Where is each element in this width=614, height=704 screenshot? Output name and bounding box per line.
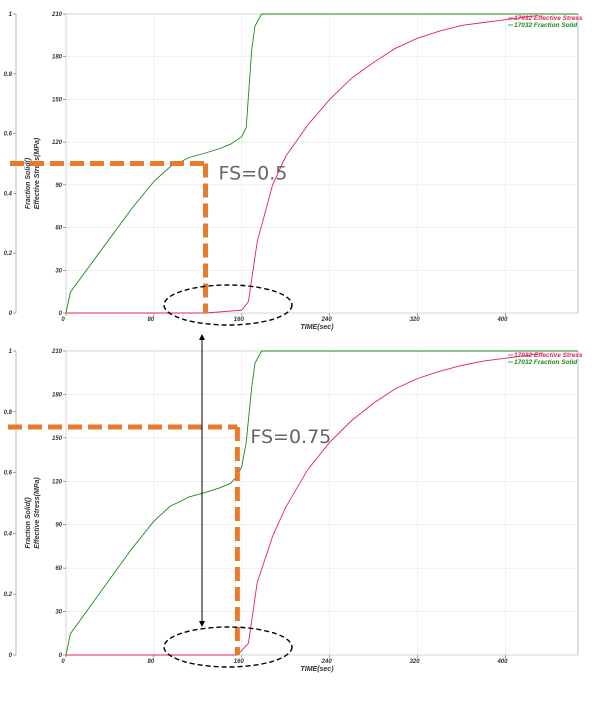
fs-tick-label: 0.8 bbox=[4, 410, 13, 416]
highlight-ellipse bbox=[163, 626, 293, 668]
legend-label: 17032 Effective Stress bbox=[514, 15, 583, 22]
x-tick-label: 0 bbox=[61, 317, 65, 323]
stress-tick-label: 0 bbox=[59, 653, 63, 659]
x-tick-label: 160 bbox=[234, 659, 245, 665]
chart-bottom: 0 80 160 240 320 400 0 30 60 90 120 150 180 210 0 0.2 0.… bbox=[4, 349, 583, 673]
stress-tick-label: 180 bbox=[52, 55, 63, 61]
stress-tick-label: 60 bbox=[55, 226, 62, 232]
fs-tick-label: 0.4 bbox=[4, 531, 13, 537]
stress-tick-label: 30 bbox=[55, 610, 62, 616]
legend-label: 17032 Effective Stress bbox=[514, 352, 583, 359]
stress-tick-label: 90 bbox=[55, 183, 62, 189]
fs-tick-label: 1 bbox=[9, 12, 13, 18]
stress-tick-label: 180 bbox=[52, 392, 63, 398]
stress-tick-label: 120 bbox=[52, 479, 63, 485]
fs-tick-label: 0.2 bbox=[4, 251, 13, 257]
fs-axis-label: Fraction Solid() bbox=[25, 497, 32, 549]
x-tick-label: 320 bbox=[410, 659, 421, 665]
highlight-ellipse bbox=[163, 284, 293, 326]
legend-label: 17032 Fraction Solid bbox=[514, 359, 578, 366]
chart-top: 0 80 160 240 320 400 0 30 60 90 120 150 180 210 0 0.2 0.… bbox=[4, 12, 583, 331]
fs-tick-label: 0.6 bbox=[4, 132, 13, 138]
stress-tick-label: 150 bbox=[52, 436, 63, 442]
stress-tick-label: 210 bbox=[51, 349, 63, 355]
x-tick-label: 80 bbox=[148, 317, 155, 323]
x-tick-label: 400 bbox=[496, 317, 508, 323]
x-tick-label: 80 bbox=[148, 659, 155, 665]
stress-tick-label: 0 bbox=[59, 311, 63, 317]
x-axis-label: TIME(sec) bbox=[300, 666, 334, 673]
stress-axis-label: Effective Stress(MPa) bbox=[34, 137, 41, 209]
stress-axis-label: Effective Stress(MPa) bbox=[34, 477, 41, 549]
stress-tick-label: 90 bbox=[55, 523, 62, 529]
x-tick-label: 240 bbox=[321, 659, 333, 665]
series-line-fraction-solid bbox=[65, 13, 578, 314]
legend-label: 17032 Fraction Solid bbox=[514, 22, 578, 29]
x-tick-label: 400 bbox=[496, 659, 508, 665]
annotation-label: FS=0.75 bbox=[250, 426, 331, 448]
stress-tick-label: 30 bbox=[55, 268, 62, 274]
x-tick-label: 0 bbox=[61, 659, 65, 665]
fs-axis-label: Fraction Solid() bbox=[25, 157, 32, 209]
annotation-label: FS=0.5 bbox=[219, 163, 288, 185]
stress-tick-label: 210 bbox=[51, 12, 63, 18]
fs-tick-label: 0.8 bbox=[4, 72, 13, 78]
fs-tick-label: 0.2 bbox=[4, 592, 13, 598]
fs-tick-label: 0 bbox=[9, 653, 13, 659]
series-line-effective-stress bbox=[66, 14, 539, 314]
series-line-fraction-solid bbox=[65, 350, 578, 656]
x-tick-label: 240 bbox=[321, 317, 333, 323]
fs-tick-label: 1 bbox=[9, 349, 13, 355]
fs-tick-label: 0 bbox=[9, 311, 13, 317]
x-axis-label: TIME(sec) bbox=[300, 324, 334, 331]
stress-tick-label: 60 bbox=[55, 566, 62, 572]
stress-tick-label: 120 bbox=[52, 140, 63, 146]
fs-tick-label: 0.6 bbox=[4, 471, 13, 477]
plot-frame bbox=[65, 350, 579, 656]
x-tick-label: 160 bbox=[234, 317, 245, 323]
fs-tick-label: 0.4 bbox=[4, 191, 13, 197]
stress-tick-label: 150 bbox=[52, 97, 63, 103]
series-line-effective-stress bbox=[66, 353, 539, 656]
x-tick-label: 320 bbox=[410, 317, 421, 323]
